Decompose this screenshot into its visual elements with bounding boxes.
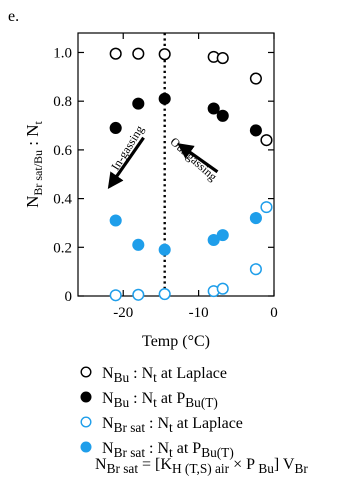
legend-t-sub: t bbox=[169, 420, 173, 436]
legend-n: N bbox=[102, 390, 114, 407]
y-tick-label: 1.0 bbox=[53, 45, 72, 61]
legend-rest: at bbox=[156, 390, 177, 407]
data-point-bu_laplace bbox=[109, 47, 122, 60]
legend-n-sub: Br sat bbox=[113, 420, 146, 436]
y-tick-label: 0.4 bbox=[53, 192, 72, 208]
x-axis-label: Temp (°C) bbox=[142, 333, 210, 350]
legend-marker bbox=[80, 416, 92, 428]
legend-t-sub: t bbox=[153, 370, 157, 386]
data-point-brsat_laplace bbox=[158, 288, 171, 301]
legend-item: NBu : Nt at PBu(T) bbox=[80, 391, 218, 410]
formula-lhs: N bbox=[95, 456, 107, 473]
data-point-brsat_p bbox=[132, 238, 145, 251]
in-gassing-arrow bbox=[107, 136, 145, 190]
formula-close: ] V bbox=[273, 456, 295, 473]
data-point-bu_laplace bbox=[249, 72, 262, 85]
legend-sep: : N bbox=[145, 440, 170, 457]
legend-rest: at bbox=[172, 440, 193, 457]
legend-item: NBr sat : Nt at PBu(T) bbox=[80, 441, 234, 460]
legend-marker bbox=[80, 441, 92, 453]
data-point-brsat_p bbox=[207, 233, 220, 247]
formula-p-sub: Bu bbox=[254, 461, 274, 477]
data-point-bu_p bbox=[207, 102, 220, 115]
legend-sep: : N bbox=[129, 365, 154, 382]
legend-t-sub: t bbox=[169, 445, 173, 461]
legend-p-sub: Bu(T) bbox=[185, 395, 218, 411]
legend-rest: at Laplace bbox=[156, 365, 227, 382]
legend-sep: : N bbox=[129, 390, 154, 407]
x-tick-label: -20 bbox=[113, 305, 133, 321]
data-point-brsat_p bbox=[109, 214, 122, 227]
legend-item: NBu : Nt at Laplace bbox=[80, 366, 227, 385]
data-point-brsat_p bbox=[158, 243, 171, 256]
data-point-brsat_laplace bbox=[249, 263, 262, 276]
data-point-bu_p bbox=[109, 121, 122, 135]
y-axis-label: NBr sat/Bu : Nt bbox=[23, 120, 45, 207]
out-gassing-label: Out-gassing bbox=[168, 134, 220, 183]
formula-v-sub: Br bbox=[294, 461, 308, 477]
data-point-brsat_laplace bbox=[260, 201, 273, 214]
legend-rest: at Laplace bbox=[172, 415, 243, 432]
legend-n: N bbox=[102, 365, 114, 382]
legend-item: NBr sat : Nt at Laplace bbox=[80, 416, 243, 435]
formula-times: × P bbox=[229, 456, 255, 473]
data-point-brsat_laplace bbox=[216, 282, 229, 295]
legend-n: N bbox=[102, 415, 114, 432]
legend-p-sub: Bu(T) bbox=[201, 445, 234, 461]
formula-lhs-sub: Br sat bbox=[106, 461, 139, 477]
y-tick-label: 0.2 bbox=[53, 240, 72, 256]
out-gassing-arrow bbox=[177, 143, 219, 174]
legend-marker bbox=[80, 366, 92, 378]
data-point-bu_p bbox=[132, 97, 145, 110]
legend-p: P bbox=[192, 440, 202, 457]
data-point-bu_p bbox=[216, 109, 229, 122]
legend-marker bbox=[80, 391, 92, 403]
data-point-bu_laplace bbox=[132, 47, 145, 60]
legend-n: N bbox=[102, 440, 114, 457]
legend-sep: : N bbox=[145, 415, 170, 432]
data-point-brsat_laplace bbox=[132, 288, 145, 301]
data-point-bu_laplace bbox=[260, 134, 273, 147]
legend-p: P bbox=[176, 390, 186, 407]
legend-n-sub: Br sat bbox=[113, 445, 146, 461]
formula-eq: = [K bbox=[138, 456, 172, 473]
data-point-brsat_laplace bbox=[109, 289, 122, 302]
data-point-brsat_p bbox=[216, 229, 229, 242]
y-tick-label: 0.6 bbox=[53, 143, 72, 159]
x-tick-label: 0 bbox=[270, 305, 278, 321]
formula-k-sub: H (T,S) air bbox=[171, 461, 230, 477]
formula: NBr sat = [KH (T,S) air × P Bu] VBr bbox=[95, 456, 308, 477]
data-point-bu_p bbox=[158, 92, 171, 105]
data-point-bu_laplace bbox=[216, 52, 229, 65]
plot-frame bbox=[77, 32, 275, 297]
data-point-bu_laplace bbox=[158, 48, 171, 61]
data-point-brsat_p bbox=[249, 212, 262, 225]
legend-n-sub: Bu bbox=[113, 370, 130, 386]
x-tick-label: -10 bbox=[189, 305, 209, 321]
legend-n-sub: Bu bbox=[113, 395, 130, 411]
y-tick-label: 0.8 bbox=[53, 94, 72, 110]
panel-label: e. bbox=[8, 8, 20, 25]
data-point-bu_p bbox=[249, 124, 262, 137]
y-tick-label: 0 bbox=[65, 289, 73, 305]
legend-t-sub: t bbox=[153, 395, 157, 411]
